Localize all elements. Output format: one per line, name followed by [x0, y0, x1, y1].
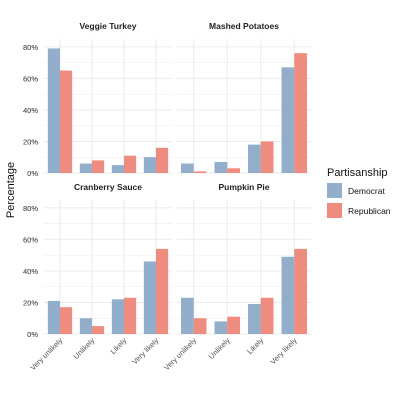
bar-republican-3 — [124, 297, 137, 334]
bar-democrat-1 — [181, 163, 194, 173]
y-tick-label: 40% — [23, 106, 38, 115]
bar-republican-3 — [260, 141, 274, 173]
bar-republican-3 — [260, 297, 274, 334]
bar-republican-4 — [156, 147, 169, 173]
y-tick-label: 0% — [27, 169, 38, 178]
y-axis-title: Percentage — [5, 162, 17, 218]
bar-democrat-2 — [79, 318, 92, 334]
x-tick-label: Very unlikely — [28, 336, 64, 372]
legend-swatch-republican — [327, 203, 342, 218]
y-tick-label: 0% — [27, 330, 38, 339]
y-tick-label: 40% — [23, 267, 38, 276]
bar-republican-1 — [60, 307, 73, 334]
y-tick-label: 20% — [23, 137, 38, 146]
legend-label-democrat: Democrat — [348, 186, 385, 196]
panel-1: Veggie Turkey 0% 20% 40% 60% 80% — [23, 21, 172, 178]
y-tick-label: 80% — [23, 43, 38, 52]
x-tick-label: Very unlikely — [162, 336, 198, 372]
y-tick-label: 20% — [23, 298, 38, 307]
y-tick-label: 40% — [23, 106, 38, 115]
legend-title: Partisanship — [327, 167, 388, 179]
y-tick-label: 20% — [23, 298, 38, 307]
bar-republican-3 — [124, 155, 137, 173]
panel-title: Mashed Potatoes — [209, 21, 279, 31]
bar-democrat-4 — [281, 256, 295, 334]
bar-republican-2 — [92, 160, 105, 173]
y-tick-label: 0% — [27, 330, 38, 339]
y-tick-label: 60% — [23, 235, 38, 244]
y-tick-label: 40% — [23, 267, 38, 276]
panel-title: Pumpkin Pie — [218, 182, 269, 192]
y-tick-label: 80% — [23, 204, 38, 213]
bar-republican-4 — [294, 248, 307, 334]
bar-republican-1 — [193, 171, 207, 173]
bar-democrat-1 — [181, 297, 194, 334]
bar-democrat-1 — [47, 48, 60, 173]
y-tick-label: 60% — [23, 74, 38, 83]
legend-swatch-democrat — [327, 183, 342, 198]
y-tick-label: 60% — [23, 235, 38, 244]
bar-democrat-3 — [248, 144, 261, 173]
panel-title: Cranberry Sauce — [74, 182, 142, 192]
x-tick-label: Likely — [108, 336, 128, 356]
bar-republican-2 — [227, 168, 240, 173]
y-tick-label: 20% — [23, 137, 38, 146]
legend: Partisanship Democrat Republican — [327, 167, 391, 218]
bar-republican-1 — [193, 318, 207, 334]
legend-label-republican: Republican — [348, 206, 391, 216]
bar-republican-1 — [60, 70, 73, 173]
bar-democrat-3 — [111, 299, 124, 334]
bar-democrat-3 — [248, 304, 261, 334]
bar-democrat-3 — [111, 165, 124, 173]
bar-democrat-4 — [143, 261, 156, 334]
x-tick-label: Very likely — [268, 336, 298, 366]
x-tick-label: Very likely — [130, 336, 160, 366]
panel-2: Mashed Potatoes 0% 20% 40% 60% 80% — [23, 21, 311, 178]
y-tick-label: 80% — [23, 204, 38, 213]
bar-republican-2 — [227, 316, 240, 334]
bar-republican-4 — [294, 53, 307, 174]
y-tick-label: 0% — [27, 169, 38, 178]
panel-title: Veggie Turkey — [79, 21, 136, 31]
panel-3: Cranberry Sauce 0% 20% 40% 60% 80% Very unlike… — [23, 182, 172, 372]
bar-democrat-4 — [143, 157, 156, 173]
bar-democrat-2 — [79, 163, 92, 173]
bar-democrat-4 — [281, 67, 295, 173]
bar-democrat-2 — [214, 161, 228, 173]
x-tick-label: Unlikely — [207, 336, 232, 361]
bar-republican-2 — [92, 326, 105, 334]
y-tick-label: 80% — [23, 43, 38, 52]
x-tick-label: Likely — [245, 336, 265, 356]
bar-democrat-1 — [47, 300, 60, 334]
y-tick-label: 60% — [23, 74, 38, 83]
bar-democrat-2 — [214, 321, 228, 334]
x-tick-label: Unlikely — [71, 336, 96, 361]
bar-republican-4 — [156, 248, 169, 334]
